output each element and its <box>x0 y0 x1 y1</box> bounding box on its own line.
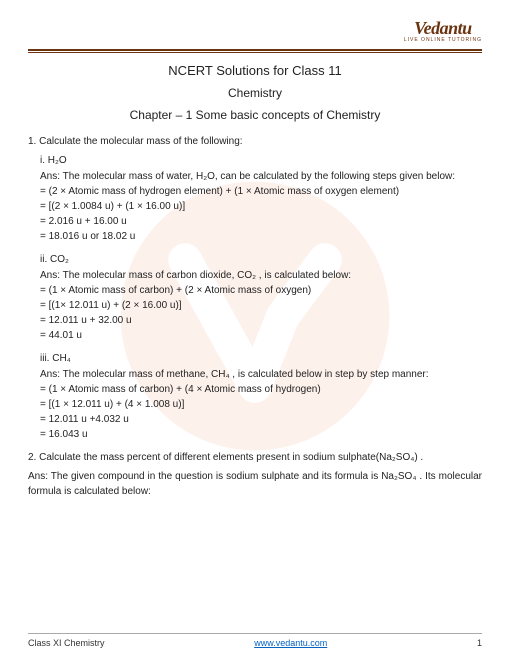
footer-link[interactable]: www.vedantu.com <box>254 638 327 648</box>
q1-ii-step: = 12.011 u + 32.00 u <box>40 313 482 328</box>
q1-part-ii: ii. CO₂ <box>40 252 482 267</box>
footer-page-number: 1 <box>477 638 482 648</box>
q1-i-step: = [(2 × 1.0084 u) + (1 × 16.00 u)] <box>40 199 482 214</box>
page-subject: Chemistry <box>28 86 482 100</box>
q1-i-step: = (2 × Atomic mass of hydrogen element) … <box>40 184 482 199</box>
page-footer: Class XI Chemistry www.vedantu.com 1 <box>28 633 482 648</box>
q1-part-iii: iii. CH₄ <box>40 351 482 366</box>
q1-i-intro: Ans: The molecular mass of water, H₂O, c… <box>40 169 482 184</box>
page-chapter: Chapter – 1 Some basic concepts of Chemi… <box>28 108 482 122</box>
q1-i-step: = 18.016 u or 18.02 u <box>40 229 482 244</box>
divider-thick <box>28 49 482 51</box>
q1-iii-step: = 12.011 u +4.032 u <box>40 412 482 427</box>
logo-tagline: LIVE ONLINE TUTORING <box>404 37 482 43</box>
q2-ans: Ans: The given compound in the question … <box>28 469 482 499</box>
divider-thin <box>28 52 482 53</box>
q1-iii-step: = [(1 × 12.011 u) + (4 × 1.008 u)] <box>40 397 482 412</box>
q1-iii-step: = 16.043 u <box>40 427 482 442</box>
question-2: 2. Calculate the mass percent of differe… <box>28 450 482 465</box>
logo-text: Vedantu <box>404 18 482 39</box>
question-1: 1. Calculate the molecular mass of the f… <box>28 134 482 149</box>
q1-ii-step: = (1 × Atomic mass of carbon) + (2 × Ato… <box>40 283 482 298</box>
footer-left: Class XI Chemistry <box>28 638 105 648</box>
q1-ii-step: = 44.01 u <box>40 328 482 343</box>
q1-iii-intro: Ans: The molecular mass of methane, CH₄ … <box>40 367 482 382</box>
q1-ii-intro: Ans: The molecular mass of carbon dioxid… <box>40 268 482 283</box>
q1-iii-step: = (1 × Atomic mass of carbon) + (4 × Ato… <box>40 382 482 397</box>
logo-container: Vedantu LIVE ONLINE TUTORING <box>28 18 482 46</box>
q1-i-step: = 2.016 u + 16.00 u <box>40 214 482 229</box>
q1-ii-step: = [(1× 12.011 u) + (2 × 16.00 u)] <box>40 298 482 313</box>
q1-part-i: i. H₂O <box>40 153 482 168</box>
page-title: NCERT Solutions for Class 11 <box>28 63 482 78</box>
